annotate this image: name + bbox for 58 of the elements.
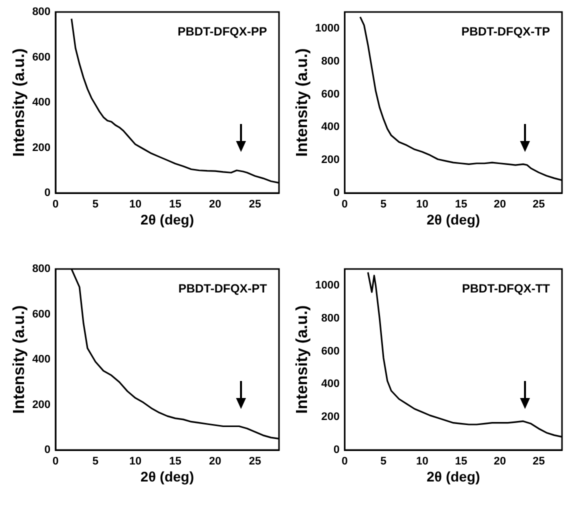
y-tick-label: 400 — [321, 121, 340, 134]
x-tick-label: 10 — [416, 456, 428, 468]
y-tick-label: 800 — [321, 55, 340, 68]
x-tick-label: 5 — [380, 198, 387, 211]
y-tick-label: 200 — [32, 398, 51, 411]
y-axis-title: Intensity (a.u.) — [11, 305, 28, 414]
y-tick-label: 200 — [32, 142, 51, 154]
y-tick-label: 600 — [32, 308, 51, 320]
x-tick-label: 0 — [52, 456, 59, 468]
y-axis-title: Intensity (a.u.) — [11, 48, 28, 157]
text: PBDT-DFQX-PT — [178, 281, 268, 296]
x-axis-title: 2θ (deg) — [140, 468, 194, 484]
x-tick-label: 15 — [454, 456, 468, 468]
x-tick-label: 20 — [494, 198, 506, 211]
x-axis-title: 2θ (deg) — [140, 211, 194, 228]
text: PBDT-DFQX-TT — [462, 281, 551, 296]
x-tick-label: 25 — [532, 456, 545, 468]
x-tick-label: 0 — [52, 198, 59, 211]
y-tick-label: 1000 — [315, 279, 340, 292]
y-tick-label: 400 — [32, 354, 51, 366]
x-tick-label: 20 — [494, 456, 506, 468]
y-tick-label: 0 — [334, 444, 340, 456]
y-tick-label: 600 — [321, 88, 340, 100]
y-tick-label: 200 — [321, 411, 340, 424]
x-tick-label: 5 — [92, 456, 99, 468]
x-tick-label: 10 — [129, 198, 142, 211]
x-tick-label: 25 — [532, 198, 545, 211]
y-tick-label: 0 — [44, 187, 51, 200]
text: PBDT-DFQX-TP — [461, 24, 550, 38]
x-tick-label: 5 — [92, 198, 99, 211]
text: PBDT-DFQX-PP — [178, 24, 267, 38]
y-axis-title: Intensity (a.u.) — [294, 305, 312, 414]
x-tick-label: 15 — [454, 198, 468, 211]
y-tick-label: 800 — [321, 312, 340, 324]
x-axis-title: 2θ (deg) — [426, 468, 480, 484]
y-tick-label: 400 — [32, 96, 51, 109]
x-tick-label: 10 — [416, 198, 428, 211]
x-tick-label: 25 — [248, 198, 262, 211]
y-tick-label: 1000 — [315, 22, 340, 34]
x-tick-label: 15 — [169, 456, 182, 468]
y-tick-label: 600 — [32, 51, 51, 64]
y-tick-label: 0 — [334, 187, 340, 200]
y-tick-label: 200 — [321, 154, 340, 166]
x-tick-label: 0 — [342, 198, 348, 211]
x-tick-label: 20 — [209, 198, 222, 211]
x-tick-label: 5 — [380, 456, 387, 468]
x-tick-label: 10 — [129, 456, 142, 468]
y-tick-label: 600 — [321, 345, 340, 358]
x-tick-label: 0 — [342, 456, 348, 468]
y-tick-label: 800 — [32, 263, 51, 276]
y-axis-title: Intensity (a.u.) — [294, 48, 312, 157]
x-tick-label: 20 — [209, 456, 222, 468]
y-tick-label: 400 — [321, 378, 340, 390]
x-tick-label: 25 — [248, 456, 262, 468]
y-tick-label: 0 — [44, 444, 51, 456]
x-tick-label: 15 — [169, 198, 182, 211]
x-axis-title: 2θ (deg) — [426, 211, 480, 228]
y-tick-label: 800 — [32, 6, 51, 18]
